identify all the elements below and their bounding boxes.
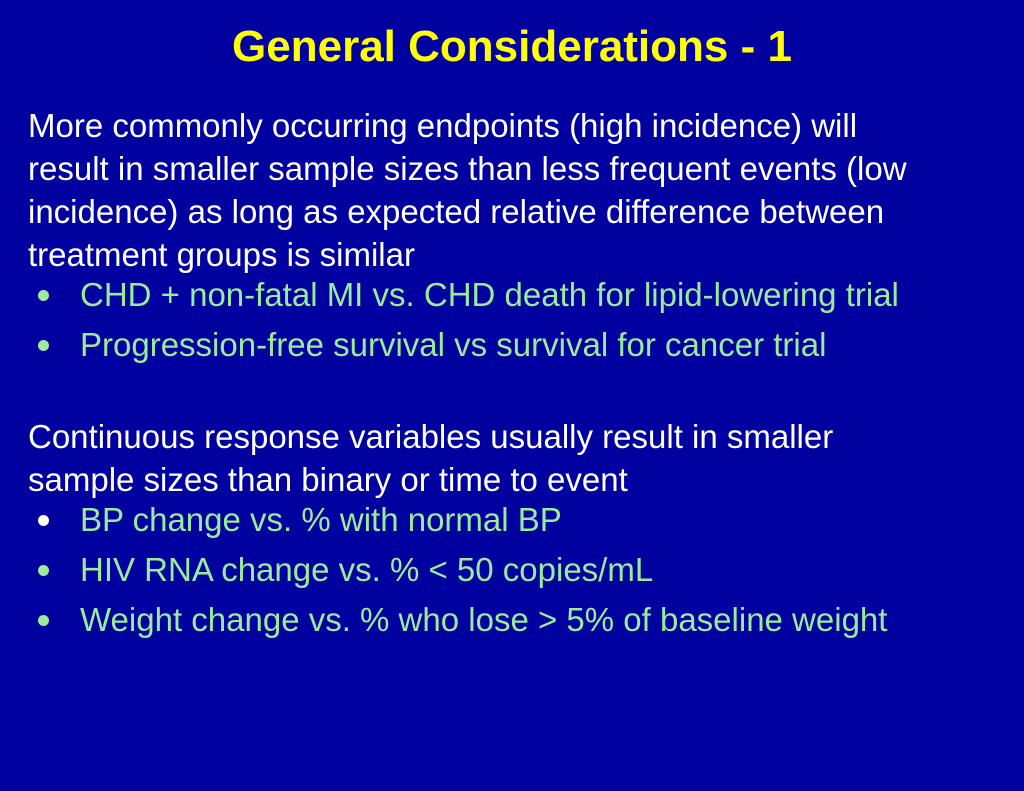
continuous-examples-list: BP change vs. % with normal BP HIV RNA c… (0, 501, 1024, 638)
list-item-text: BP change vs. % with normal BP (80, 501, 562, 538)
slide-title: General Considerations - 1 (232, 22, 792, 71)
list-item-text: Weight change vs. % who lose > 5% of bas… (80, 601, 888, 638)
list-item: CHD + non-fatal MI vs. CHD death for lip… (38, 276, 1024, 313)
endpoint-examples-list: CHD + non-fatal MI vs. CHD death for lip… (0, 276, 1024, 363)
list-item: BP change vs. % with normal BP (38, 501, 1024, 538)
list-item-text: Progression-free survival vs survival fo… (80, 326, 827, 363)
continuous-paragraph: Continuous response variables usually re… (28, 418, 834, 498)
list-item-text: HIV RNA change vs. % < 50 copies/mL (80, 551, 654, 588)
list-item-text: CHD + non-fatal MI vs. CHD death for lip… (80, 276, 899, 313)
bullet-dot-icon (38, 615, 49, 626)
bullet-dot-icon (38, 290, 49, 301)
list-item: Weight change vs. % who lose > 5% of bas… (38, 601, 1024, 638)
intro-paragraph: More commonly occurring endpoints (high … (28, 107, 907, 273)
bullet-dot-icon (38, 565, 49, 576)
bullet-dot-icon (38, 515, 49, 526)
bullet-dot-icon (38, 340, 49, 351)
list-item: Progression-free survival vs survival fo… (38, 326, 1024, 363)
list-item: HIV RNA change vs. % < 50 copies/mL (38, 551, 1024, 588)
